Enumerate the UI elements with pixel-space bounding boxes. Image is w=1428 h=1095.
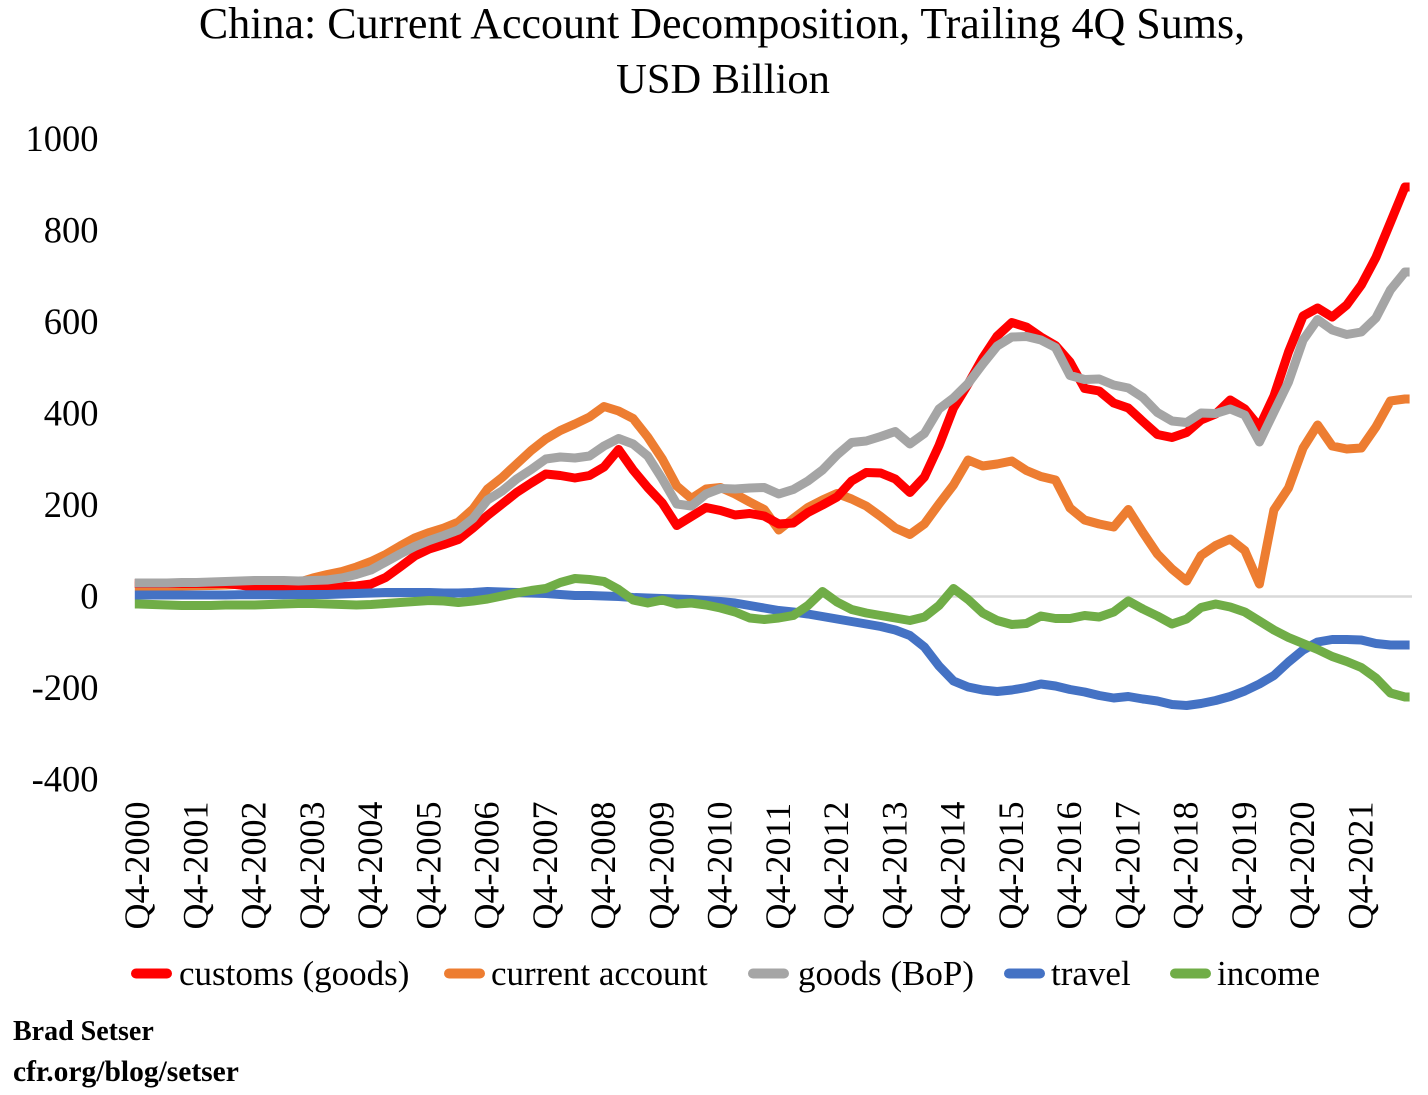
svg-text:cfr.org/blog/setser: cfr.org/blog/setser [13, 1056, 239, 1088]
svg-text:0: 0 [80, 576, 98, 617]
svg-text:-400: -400 [32, 759, 99, 800]
svg-text:Q4-2008: Q4-2008 [583, 802, 623, 930]
svg-text:Q4-2017: Q4-2017 [1107, 802, 1147, 930]
svg-text:goods (BoP): goods (BoP) [798, 954, 974, 993]
svg-text:Q4-2001: Q4-2001 [175, 802, 215, 930]
svg-text:Q4-2006: Q4-2006 [467, 802, 507, 930]
svg-text:income: income [1217, 954, 1320, 993]
svg-text:Q4-2018: Q4-2018 [1166, 802, 1206, 930]
svg-text:400: 400 [44, 393, 99, 434]
svg-text:Q4-2016: Q4-2016 [1049, 802, 1089, 930]
svg-text:-200: -200 [32, 667, 99, 708]
svg-text:Q4-2009: Q4-2009 [641, 802, 681, 930]
svg-text:Q4-2013: Q4-2013 [874, 801, 914, 929]
svg-text:Q4-2012: Q4-2012 [816, 802, 856, 930]
svg-text:Q4-2019: Q4-2019 [1224, 802, 1264, 930]
svg-text:Q4-2003: Q4-2003 [292, 802, 332, 930]
svg-text:Q4-2007: Q4-2007 [525, 802, 565, 930]
svg-text:1000: 1000 [26, 118, 99, 159]
svg-text:Q4-2021: Q4-2021 [1340, 802, 1380, 930]
svg-text:600: 600 [44, 301, 99, 342]
svg-text:Brad Setser: Brad Setser [13, 1016, 154, 1047]
svg-text:Q4-2015: Q4-2015 [991, 801, 1031, 929]
svg-text:Q4-2002: Q4-2002 [234, 802, 274, 930]
svg-text:customs (goods): customs (goods) [179, 954, 409, 993]
svg-text:Q4-2000: Q4-2000 [117, 802, 157, 930]
svg-text:Q4-2005: Q4-2005 [408, 802, 448, 930]
svg-text:USD Billion: USD Billion [616, 56, 830, 103]
svg-text:Q4-2004: Q4-2004 [350, 802, 390, 930]
svg-text:200: 200 [44, 484, 99, 525]
svg-text:current account: current account [491, 954, 708, 993]
svg-text:Q4-2020: Q4-2020 [1282, 802, 1322, 930]
svg-text:Q4-2010: Q4-2010 [700, 802, 740, 930]
svg-text:Q4-2011: Q4-2011 [758, 803, 798, 930]
svg-text:800: 800 [44, 210, 99, 251]
svg-text:travel: travel [1051, 954, 1131, 993]
svg-text:Q4-2014: Q4-2014 [933, 802, 973, 930]
svg-text:China: Current Account Decompo: China: Current Account Decomposition, Tr… [199, 0, 1245, 48]
